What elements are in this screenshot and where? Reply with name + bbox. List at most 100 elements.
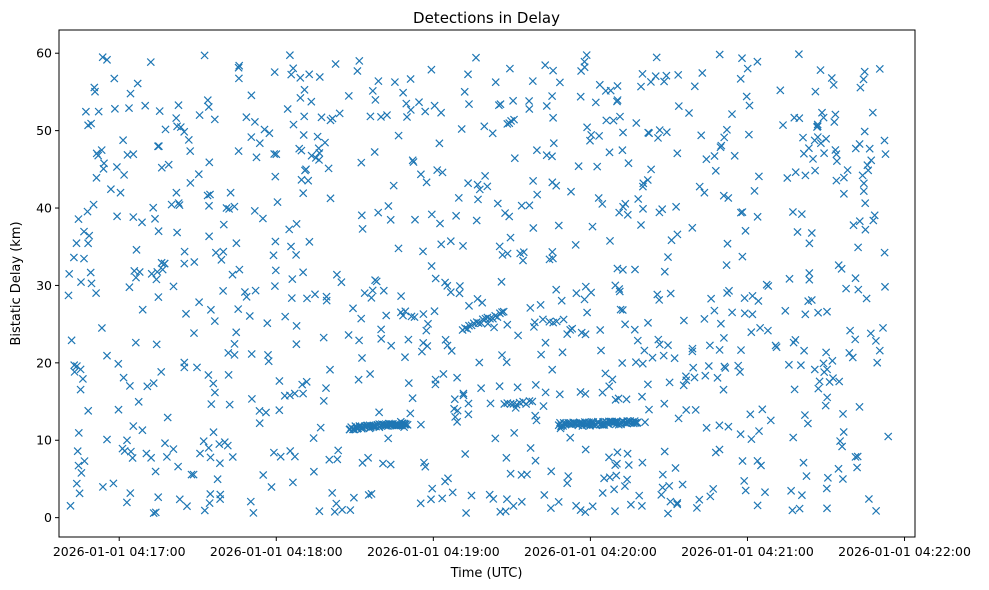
detection-point <box>804 297 813 306</box>
detection-point <box>822 484 831 493</box>
detection-point <box>753 57 762 66</box>
detection-point <box>324 164 333 173</box>
detection-point <box>72 239 81 248</box>
detection-point <box>106 185 115 194</box>
detection-point <box>66 501 75 510</box>
detection-point <box>83 207 92 216</box>
detection-point <box>250 206 259 215</box>
detection-point <box>720 133 729 142</box>
detection-point <box>854 243 863 252</box>
detection-point <box>660 267 669 276</box>
detection-point <box>721 363 730 373</box>
detection-point <box>473 180 482 189</box>
detection-point <box>630 265 640 274</box>
detection-point <box>203 191 212 200</box>
detection-point <box>516 249 525 258</box>
detection-point <box>149 509 158 518</box>
detection-point <box>414 98 424 107</box>
detection-point <box>270 68 279 77</box>
detection-point <box>333 455 342 464</box>
detection-point <box>595 80 604 89</box>
detection-point <box>658 470 667 479</box>
detection-point <box>491 311 500 320</box>
detection-point <box>622 395 631 404</box>
detection-point <box>862 294 871 303</box>
detection-point <box>441 335 450 344</box>
detection-point <box>87 279 96 288</box>
detection-point <box>441 278 450 287</box>
detection-point <box>700 314 709 323</box>
detection-point <box>583 123 592 132</box>
detection-point <box>623 475 632 484</box>
detection-point <box>299 189 308 198</box>
detection-point <box>801 310 810 319</box>
detection-point <box>473 294 482 303</box>
detection-point <box>585 136 595 145</box>
detection-point <box>632 118 641 128</box>
detection-point <box>503 320 512 329</box>
detection-point <box>869 216 878 225</box>
detection-point <box>830 117 839 127</box>
detection-point <box>505 64 514 73</box>
detection-point <box>754 427 764 436</box>
detection-point <box>849 221 858 230</box>
detection-point <box>566 187 576 196</box>
detection-point <box>263 319 272 328</box>
detection-point <box>740 476 749 485</box>
detection-point <box>260 125 269 134</box>
detection-point <box>114 359 123 368</box>
detection-point <box>416 170 425 179</box>
detection-point <box>80 457 89 466</box>
detection-point <box>98 482 107 491</box>
detection-point <box>473 195 483 204</box>
detection-point <box>315 507 324 516</box>
detection-point <box>321 384 331 393</box>
detection-point <box>368 86 377 95</box>
detection-point <box>529 176 538 185</box>
detection-point <box>624 460 633 470</box>
detection-point <box>549 66 558 75</box>
detection-point <box>349 493 358 502</box>
detection-point <box>271 237 280 246</box>
detection-point <box>265 129 274 138</box>
detection-point <box>371 276 380 285</box>
detection-point <box>801 171 810 180</box>
detection-point <box>453 373 462 382</box>
detection-point <box>153 267 162 276</box>
detection-point <box>834 464 843 473</box>
detection-point <box>638 204 648 213</box>
detection-point <box>332 270 341 279</box>
detection-point <box>724 422 733 431</box>
detection-point <box>638 182 647 191</box>
detection-point <box>203 96 212 105</box>
detection-point <box>180 247 189 256</box>
detection-point <box>679 316 688 325</box>
detection-point <box>803 419 812 428</box>
detection-point <box>670 354 679 363</box>
detection-point <box>289 64 298 73</box>
detection-point <box>710 306 719 315</box>
detection-point <box>616 305 625 314</box>
detection-point <box>285 51 294 60</box>
detection-point <box>307 151 316 160</box>
detection-point <box>326 116 335 125</box>
detection-point <box>176 123 185 132</box>
detection-point <box>240 287 249 297</box>
detection-point <box>541 61 550 70</box>
detection-point <box>475 185 484 194</box>
detection-point <box>481 171 490 180</box>
detection-point <box>206 453 215 462</box>
detection-point <box>283 104 292 114</box>
detection-point <box>653 290 662 299</box>
detection-point <box>292 340 301 349</box>
detection-point <box>613 96 622 105</box>
detection-point <box>150 214 160 223</box>
y-tick-label: 20 <box>36 355 52 370</box>
detection-point <box>612 471 621 480</box>
detection-point <box>85 231 94 240</box>
detection-point <box>152 275 161 284</box>
detection-point <box>640 346 649 355</box>
detection-point <box>297 146 306 155</box>
detection-point <box>865 144 874 153</box>
detection-point <box>776 86 785 95</box>
